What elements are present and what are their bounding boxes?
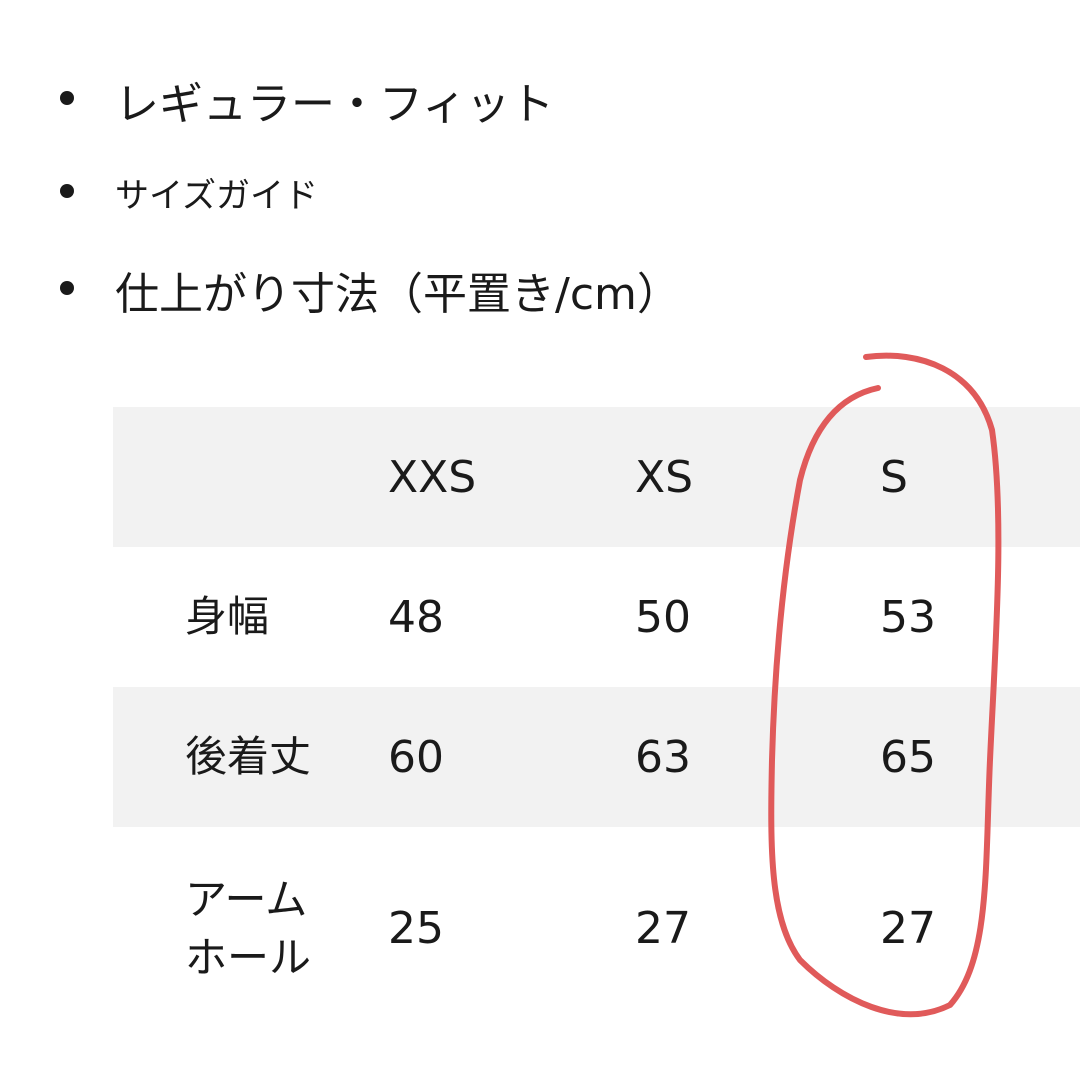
row-label: 後着丈 <box>185 732 312 781</box>
bullet-dot <box>60 91 74 105</box>
row-label: アーム ホール <box>185 874 312 982</box>
header-xs: XS <box>635 451 694 503</box>
size-table: XXS XS S 身幅 48 50 53 後着丈 60 63 65 アーム ホー… <box>113 407 1080 1030</box>
cell-value: 63 <box>635 731 691 783</box>
cell-value: 65 <box>880 731 936 783</box>
row-label: 身幅 <box>185 592 270 641</box>
size-guide-text: サイズガイド <box>115 176 318 216</box>
header-s: S <box>880 451 908 503</box>
table-row: アーム ホール 25 27 27 <box>113 827 1080 1030</box>
cell-value: 27 <box>880 903 936 954</box>
cell-value: 60 <box>388 731 444 783</box>
cell-value: 53 <box>880 591 936 643</box>
cell-value: 25 <box>388 903 444 954</box>
measurement-title: 仕上がり寸法（平置き/cm） <box>115 269 681 320</box>
bullet-dot <box>60 281 74 295</box>
fit-text: レギュラー・フィット <box>115 79 555 130</box>
cell-value: 48 <box>388 591 444 643</box>
header-xxs: XXS <box>388 451 477 503</box>
bullet-dot <box>60 184 74 198</box>
cell-value: 27 <box>635 903 691 954</box>
table-row: 身幅 48 50 53 <box>113 547 1080 687</box>
table-row: 後着丈 60 63 65 <box>113 687 1080 827</box>
cell-value: 50 <box>635 591 691 643</box>
table-header-row: XXS XS S <box>113 407 1080 547</box>
